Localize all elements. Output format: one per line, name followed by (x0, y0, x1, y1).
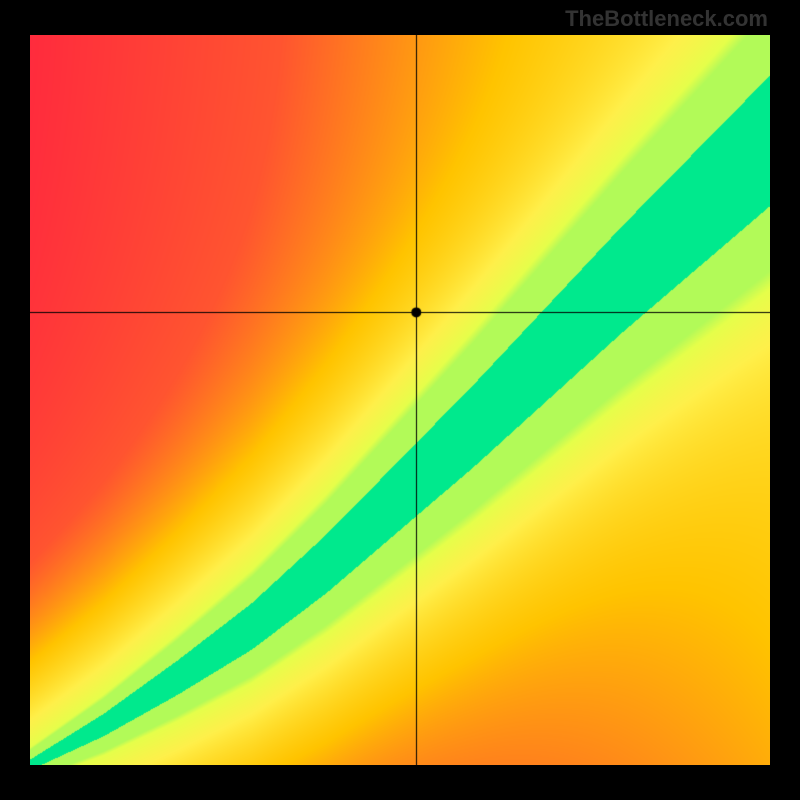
heatmap-canvas (30, 35, 770, 765)
chart-container: TheBottleneck.com (0, 0, 800, 800)
watermark-text: TheBottleneck.com (565, 6, 768, 32)
plot-area (30, 35, 770, 765)
